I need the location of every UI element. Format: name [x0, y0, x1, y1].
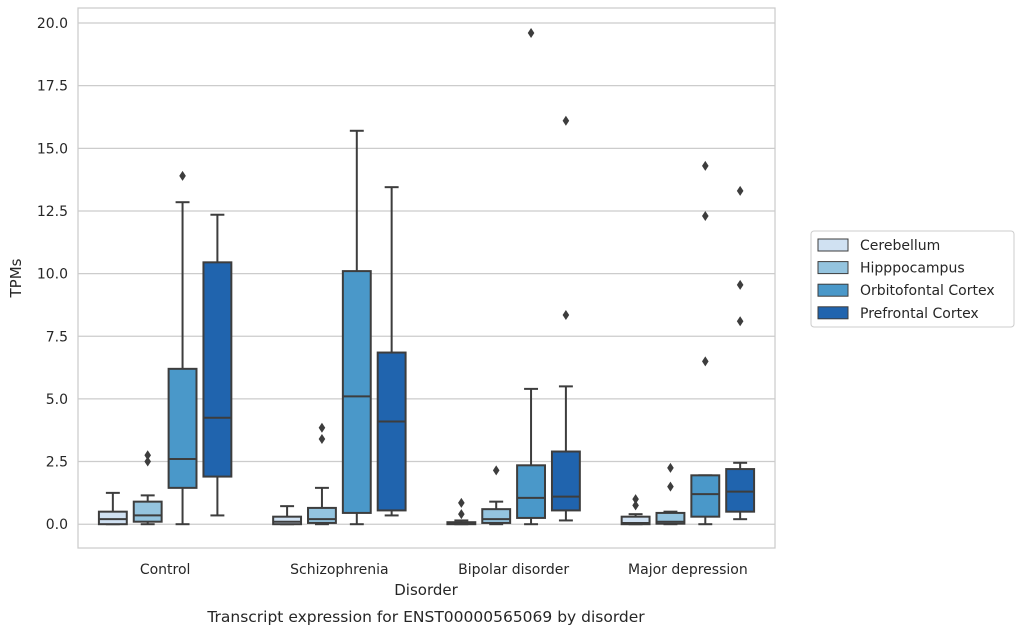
- box-2-3: [690, 160, 721, 526]
- outlier-point: [318, 433, 326, 444]
- box-0-1: [272, 505, 303, 526]
- box-1-0: [132, 450, 163, 526]
- x-tick-label: Major depression: [628, 562, 748, 578]
- box-iqr: [97, 510, 128, 526]
- outlier-point: [702, 210, 709, 221]
- box-groups: [97, 28, 756, 526]
- box-iqr: [725, 468, 756, 513]
- box-3-0: [202, 213, 233, 517]
- y-tick-label: 20.0: [37, 16, 68, 32]
- outlier-point: [736, 279, 744, 290]
- outlier-point: [702, 160, 709, 171]
- y-tick-labels: 0.0 2.5 5.0 7.5 10.0 12.5 15.0 17.5 20.0: [37, 16, 68, 533]
- outlier-point: [562, 115, 570, 126]
- box-iqr: [167, 367, 198, 489]
- box-iqr: [202, 261, 233, 478]
- box-iqr: [341, 270, 372, 514]
- y-tick-label: 5.0: [46, 392, 68, 408]
- outlier-point: [736, 316, 744, 327]
- outlier-point: [458, 497, 465, 508]
- outlier-point: [702, 356, 709, 367]
- box-0-2: [446, 497, 477, 526]
- outlier-point: [144, 450, 151, 461]
- box-0-3: [620, 494, 651, 526]
- box-3-3: [725, 185, 756, 521]
- outlier-point: [179, 170, 186, 181]
- legend-frame: [810, 230, 1015, 328]
- y-tick-label: 15.0: [37, 141, 68, 157]
- y-axis-label: TPMs: [7, 258, 25, 298]
- outlier-point: [144, 456, 151, 467]
- outlier-point: [667, 462, 674, 473]
- x-tick-label: Bipolar disorder: [458, 562, 569, 578]
- box-iqr: [272, 515, 303, 526]
- x-tick-label: Control: [140, 562, 191, 578]
- legend-label: Cerebellum: [860, 238, 940, 254]
- box-2-1: [341, 129, 372, 526]
- box-iqr: [516, 464, 546, 519]
- box-iqr: [307, 506, 337, 524]
- outlier-point: [318, 422, 326, 433]
- box-iqr: [550, 450, 581, 512]
- legend-swatch: [817, 283, 849, 297]
- box-2-0: [167, 170, 198, 526]
- outlier-point: [632, 494, 639, 505]
- plot-area-frame: [77, 7, 776, 549]
- x-tick-labels: Control Schizophrenia Bipolar disorder Majo…: [140, 562, 748, 578]
- y-tick-label: 10.0: [37, 267, 68, 283]
- legend: Cerebellum Hipppocampus Orbitofontal Corte…: [810, 230, 1015, 328]
- outlier-point: [667, 481, 674, 492]
- box-2-2: [516, 28, 546, 526]
- legend-label: Prefrontal Cortex: [860, 306, 979, 322]
- box-iqr: [620, 515, 651, 526]
- box-iqr: [132, 500, 163, 523]
- outlier-point: [632, 500, 639, 511]
- outlier-point: [492, 465, 500, 476]
- legend-label: Orbitofontal Cortex: [860, 283, 995, 299]
- box-1-3: [655, 462, 686, 526]
- y-tick-label: 2.5: [46, 455, 68, 471]
- outlier-point: [458, 509, 465, 520]
- legend-swatch: [817, 306, 849, 320]
- box-3-1: [376, 186, 407, 517]
- outlier-point: [562, 309, 570, 320]
- y-tick-label: 0.0: [46, 517, 68, 533]
- box-1-2: [481, 465, 512, 526]
- outlier-point: [527, 28, 535, 39]
- x-tick-label: Schizophrenia: [290, 562, 388, 578]
- box-iqr: [481, 508, 512, 524]
- legend-swatch: [817, 261, 849, 275]
- box-3-2: [550, 115, 581, 522]
- y-tick-label: 12.5: [37, 204, 68, 220]
- legend-label: Hipppocampus: [860, 261, 965, 277]
- outlier-point: [736, 185, 744, 196]
- box-iqr: [376, 351, 407, 512]
- figure-caption: Transcript expression for ENST0000056506…: [206, 608, 645, 626]
- box-iqr: [690, 474, 721, 518]
- box-1-1: [307, 422, 337, 526]
- box-iqr: [655, 511, 686, 525]
- y-tick-label: 7.5: [46, 329, 68, 345]
- box-0-0: [97, 491, 128, 526]
- y-tick-label: 17.5: [37, 79, 68, 95]
- legend-swatch: [817, 238, 849, 252]
- x-axis-label: Disorder: [394, 581, 458, 599]
